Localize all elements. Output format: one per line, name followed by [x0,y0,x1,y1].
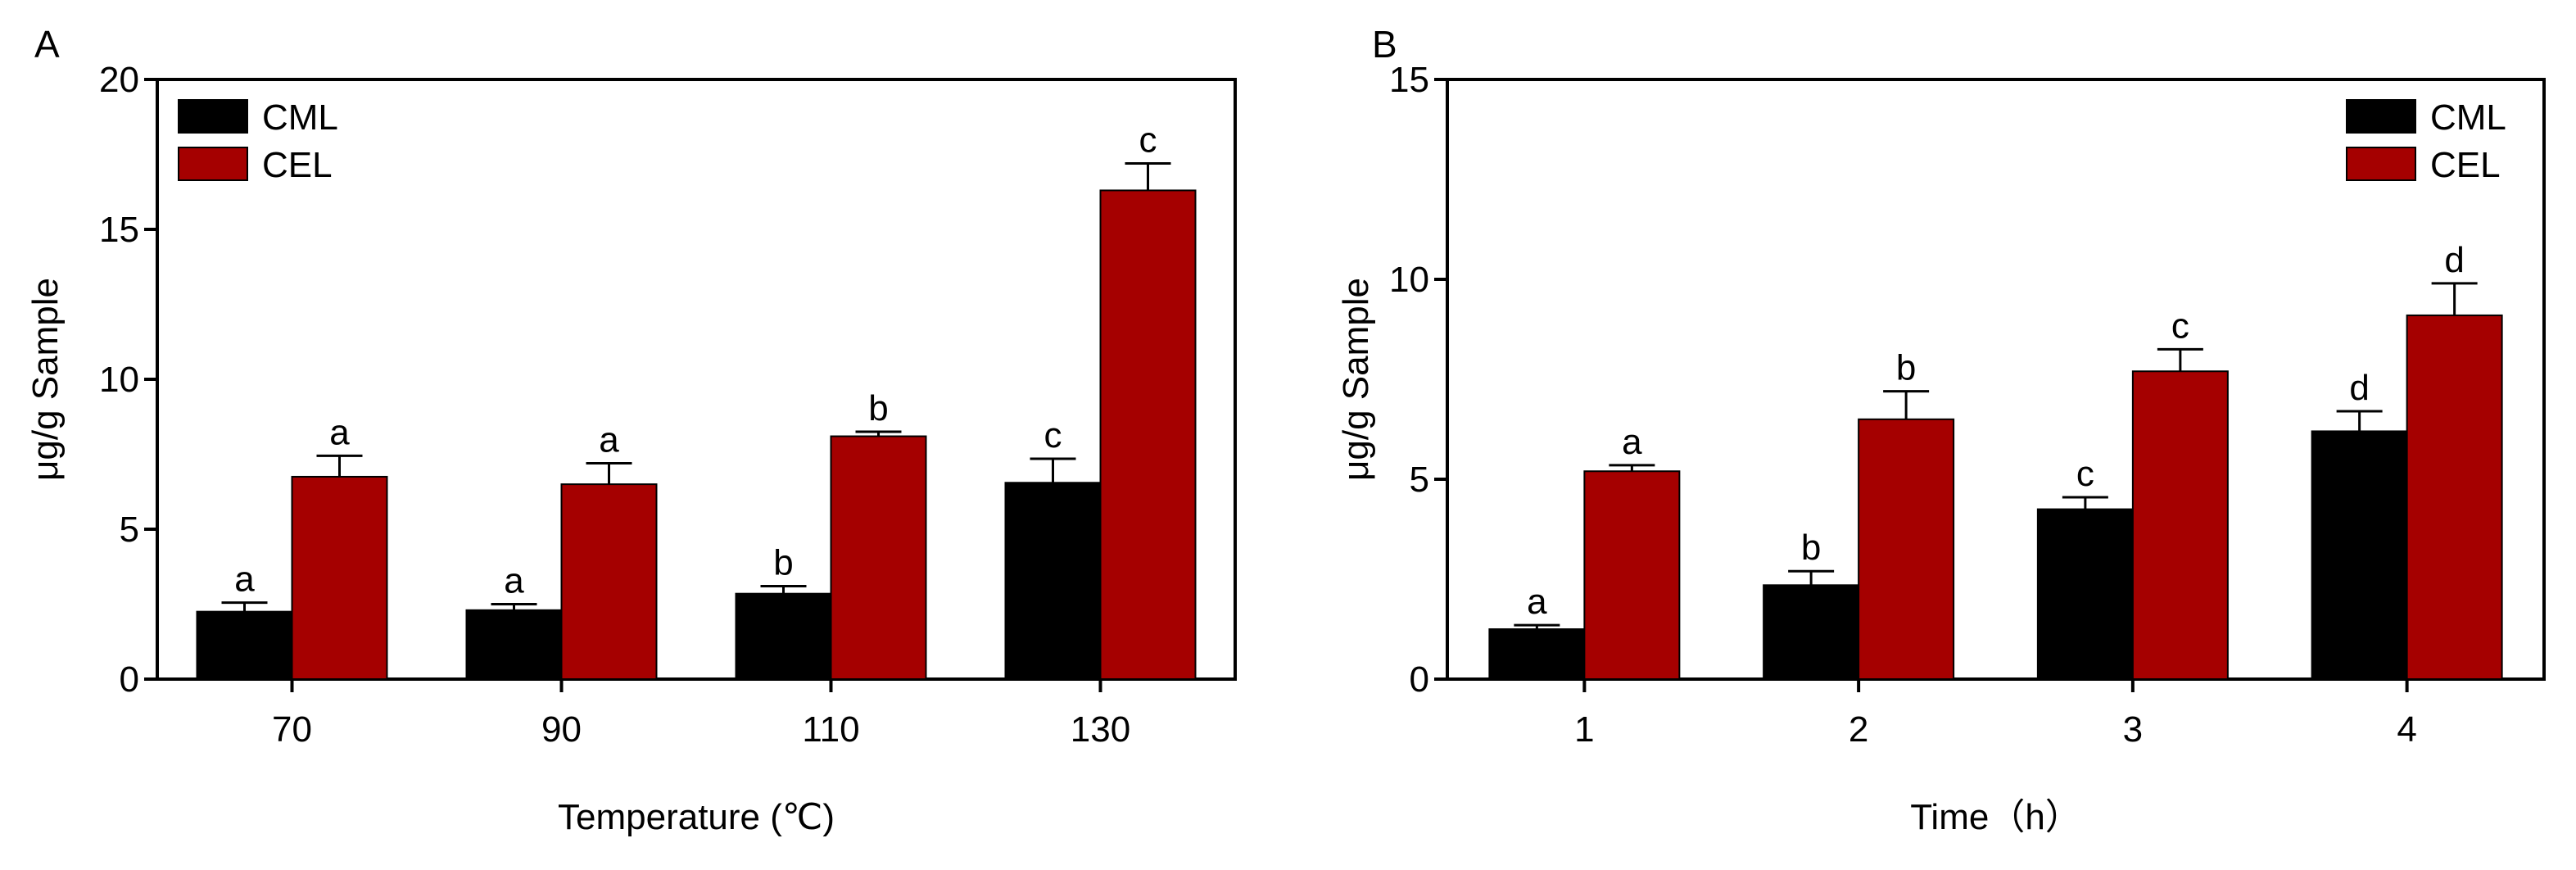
legend-swatch-cel [178,147,248,181]
significance-label: c [2171,306,2189,346]
y-tick-label: 0 [1410,659,1429,700]
legend-swatch-cml [178,99,248,134]
bar-cel [1858,418,1955,680]
y-tick-label: 10 [1389,260,1429,300]
significance-label: a [329,412,350,452]
x-tick-label: 110 [802,709,859,750]
x-tick-label: 1 [1574,709,1594,750]
x-axis-title: Time（h） [1910,797,2081,837]
x-tick-label: 4 [2397,709,2416,750]
bar-cml [2311,430,2408,680]
significance-label: b [1896,348,1916,388]
bar-cel [1099,189,1197,681]
bar-cml [1488,628,1586,680]
legend-label-cel: CEL [262,145,333,185]
legend-label-cml: CML [2430,97,2506,138]
bar-cel [1583,470,1681,680]
bar-cml [735,592,832,680]
bar-cel [2131,370,2229,680]
bar-cel [830,435,927,680]
significance-label: c [1139,120,1157,160]
legend-label-cel: CEL [2430,145,2501,185]
y-tick-label: 20 [99,60,139,100]
significance-label: c [1044,415,1062,455]
panel-label: A [34,23,60,66]
significance-label: a [599,419,619,460]
y-axis-title: μg/g Sample [25,278,66,481]
bar-cel [560,483,658,680]
bar-cel [2406,314,2503,680]
bar-cml [2036,508,2134,680]
bar-cel [291,475,388,681]
y-tick-label: 0 [120,659,139,700]
significance-label: a [1622,422,1642,462]
y-tick-label: 5 [120,510,139,550]
x-tick-label: 90 [541,709,582,750]
significance-label: b [868,388,888,428]
x-tick-label: 2 [1849,709,1868,750]
y-tick-label: 10 [99,360,139,400]
significance-label: a [1527,582,1547,622]
significance-label: a [504,561,524,601]
legend-swatch-cel [2346,147,2416,181]
x-tick-label: 3 [2123,709,2143,750]
y-tick-label: 15 [1389,60,1429,100]
panel-label: B [1372,23,1397,66]
bar-cml [1004,482,1102,681]
significance-label: d [2349,368,2369,408]
legend-swatch-cml [2346,99,2416,134]
bar-cml [1763,584,1860,681]
bar-cml [196,610,293,681]
bar-cml [465,609,563,681]
x-tick-label: 130 [1071,709,1130,750]
significance-label: b [1801,528,1821,568]
significance-label: d [2444,240,2464,280]
significance-label: c [2076,454,2094,494]
chart-panel-a: A 0 5 10 15 20 μg/g Sample Temperature (℃) 70 a a 9… [25,23,1237,837]
x-tick-label: 70 [272,709,312,750]
y-tick-label: 15 [99,210,139,250]
y-tick-label: 5 [1410,460,1429,500]
x-axis-title: Temperature (℃) [558,797,835,837]
chart-panel-b: B 0 5 10 15 μg/g Sample Time（h） 1 a a 2 b b 3 c c 4 d d CML… [1336,23,2546,837]
significance-label: b [773,543,793,583]
legend-label-cml: CML [262,97,338,138]
y-axis-title: μg/g Sample [1336,278,1376,481]
significance-label: a [234,560,255,600]
